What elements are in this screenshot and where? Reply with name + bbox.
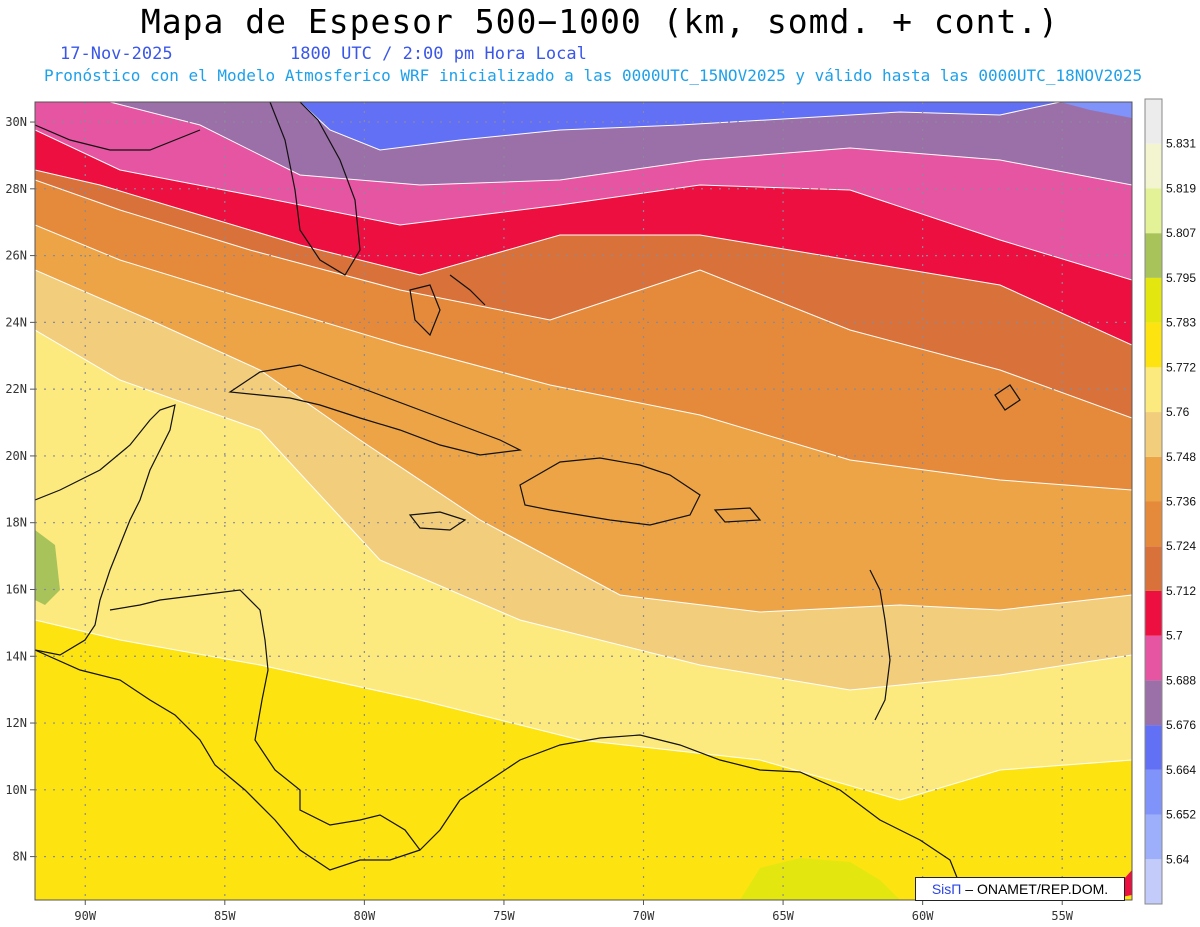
lat-label: 8N [13,850,27,864]
hispaniola [519,457,701,526]
lat-label: 16N [5,582,27,596]
credit-box: SisΠ – ONAMET/REP.DOM. [915,877,1125,901]
band-5-664 [1060,102,1132,118]
cuba [228,364,523,456]
colorbar-swatch [1145,412,1162,457]
colorbar-swatch [1145,680,1162,726]
latitude-labels: 30N 28N 26N 24N 22N 20N 18N 16N 14N 12N 10N 8N [5,115,35,864]
longitude-labels: 90W 85W 80W 75W 70W 65W 60W 55W [74,900,1074,923]
colorbar-swatch [1145,546,1162,591]
lat-label: 18N [5,516,27,530]
lon-label: 85W [214,909,236,923]
forecast-date: 17-Nov-2025 [60,44,173,64]
contour-line [35,129,1132,281]
colorbar-swatch [1145,367,1162,413]
colorbar-swatch [1145,277,1162,323]
contour-line [35,179,1132,419]
colorbar: 5.64 5.652 5.664 5.676 5.688 5.7 5.712 5.724 5.7… [1144,98,1196,905]
model-info: Pronóstico con el Modelo Atmosferico WRF… [44,66,1143,85]
credit-text: – ONAMET/REP.DOM. [965,881,1109,897]
colorbar-label: 5.664 [1166,763,1196,777]
band-5-676 [300,102,1060,150]
map-frame [34,101,1133,901]
lon-label: 70W [633,909,655,923]
contour-line [35,329,1132,691]
pacific-coast [35,649,421,871]
contour-line [35,269,1132,613]
colorbar-swatch [1145,725,1162,770]
contour-line [299,102,1061,151]
colorbar-label: 5.712 [1166,584,1196,598]
bahamas [449,274,486,306]
colorbar-label: 5.688 [1166,673,1196,687]
islet [994,384,1021,411]
colorbar-label: 5.652 [1166,808,1196,822]
contour-line [109,102,1132,186]
contour-line [35,169,1132,346]
thickness-bands [35,102,1132,900]
lat-label: 10N [5,783,27,797]
lon-label: 60W [912,909,934,923]
contour-line [35,619,1132,801]
sispi-logo: SisΠ [931,881,962,897]
colorbar-swatch [1145,188,1162,234]
jamaica [408,511,467,531]
colorbar-swatch [1145,635,1162,681]
lat-label: 28N [5,182,27,196]
band-5-795 [35,530,60,605]
colorbar-label: 5.748 [1166,450,1196,464]
colorbar-label: 5.7 [1166,629,1183,643]
central-america-coast [109,589,461,851]
colorbar-label: 5.772 [1166,360,1196,374]
colorbar-swatch [1145,590,1162,636]
band-5-795-b [740,858,900,900]
colorbar-label: 5.783 [1166,316,1196,330]
lat-label: 14N [5,649,27,663]
colorbar-swatch [1145,456,1162,502]
lat-label: 12N [5,716,27,730]
lat-label: 30N [5,115,27,129]
florida [269,102,361,276]
lat-label: 24N [5,315,27,329]
colorbar-label: 5.676 [1166,718,1196,732]
colorbar-swatch [1145,99,1162,144]
colorbar-swatch [1145,233,1162,278]
colorbar-label: 5.807 [1166,226,1196,240]
colorbar-label: 5.736 [1166,495,1196,509]
colorbar-swatch [1145,769,1162,815]
lat-label: 26N [5,249,27,263]
yucatan-coast [35,404,176,656]
gulf-coast [35,124,201,151]
colorbar-label: 5.76 [1166,405,1190,419]
colorbar-swatch [1145,501,1162,547]
colorbar-frame [1144,98,1163,905]
colorbar-label: 5.795 [1166,271,1196,285]
colorbar-swatch [1145,814,1162,860]
colorbar-label: 5.64 [1166,852,1190,866]
colorbar-label: 5.831 [1166,137,1196,151]
forecast-time: 1800 UTC / 2:00 pm Hora Local [290,44,587,64]
lon-label: 55W [1051,909,1073,923]
colorbar-label: 5.819 [1166,181,1196,195]
lat-label: 20N [5,449,27,463]
lon-label: 90W [74,909,96,923]
colorbar-swatch [1145,322,1162,368]
coastlines [35,102,1021,886]
colorbar-label: 5.724 [1166,539,1196,553]
lat-label: 22N [5,382,27,396]
puerto-rico [713,507,762,523]
south-america-coast [459,734,961,886]
lon-label: 75W [493,909,515,923]
lon-label: 65W [772,909,794,923]
lesser-antilles [869,569,891,721]
colorbar-swatch [1145,859,1162,904]
map-title: Mapa de Espesor 500−1000 (km, somd. + co… [140,2,1060,41]
contour-line [35,224,1132,491]
andros-island [409,284,441,337]
colorbar-swatch [1145,143,1162,189]
lon-label: 80W [354,909,376,923]
